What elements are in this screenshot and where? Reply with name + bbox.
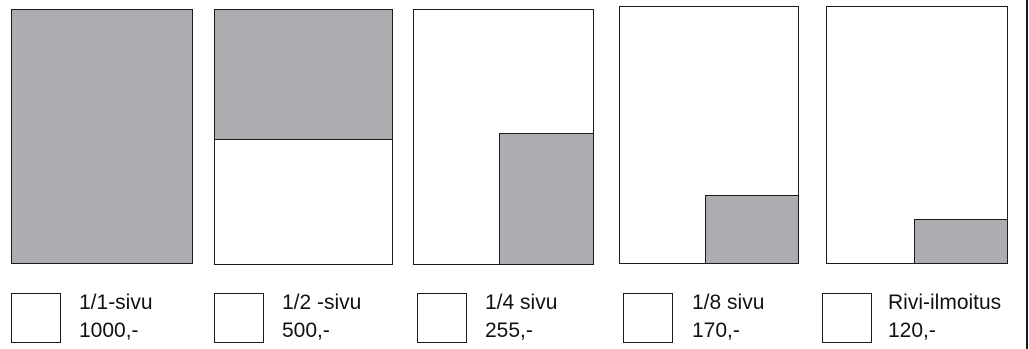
- option-name: 1/4 sivu: [485, 291, 558, 314]
- checkbox-line-ad[interactable]: [822, 293, 872, 343]
- checkbox-eighth-page[interactable]: [623, 293, 673, 343]
- option-label-quarter-page: 1/4 sivu 255,-: [485, 289, 557, 345]
- checkbox-half-page[interactable]: [214, 293, 264, 343]
- page-illustration-line-ad: [826, 6, 1008, 264]
- option-name: 1/1-sivu: [79, 291, 153, 314]
- option-name: 1/2 -sivu: [282, 291, 362, 314]
- option-name: 1/8 sivu: [692, 291, 765, 314]
- option-name: Rivi-ilmoitus: [888, 291, 1002, 314]
- option-label-full-page: 1/1-sivu 1000,-: [79, 289, 153, 345]
- page-illustration-quarter: [413, 9, 594, 265]
- option-price: 255,-: [485, 319, 533, 342]
- page-illustration-half: [214, 9, 393, 265]
- option-price: 120,-: [888, 319, 936, 342]
- ad-area-line: [914, 219, 1007, 263]
- ad-area-full: [12, 10, 192, 263]
- checkbox-quarter-page[interactable]: [417, 293, 467, 343]
- ad-area-eighth: [705, 195, 798, 263]
- option-price: 500,-: [282, 319, 330, 342]
- page-illustration-eighth: [619, 6, 799, 264]
- ad-area-half: [215, 10, 392, 140]
- option-label-eighth-page: 1/8 sivu 170,-: [692, 289, 764, 345]
- ad-area-quarter: [499, 133, 593, 264]
- option-price: 170,-: [692, 319, 740, 342]
- checkbox-full-page[interactable]: [11, 293, 61, 343]
- option-label-line-ad: Rivi-ilmoitus 120,-: [888, 289, 1001, 345]
- option-label-half-page: 1/2 -sivu 500,-: [282, 289, 361, 345]
- right-border-line: [1026, 0, 1028, 349]
- page-illustration-full: [11, 9, 193, 264]
- option-price: 1000,-: [79, 319, 139, 342]
